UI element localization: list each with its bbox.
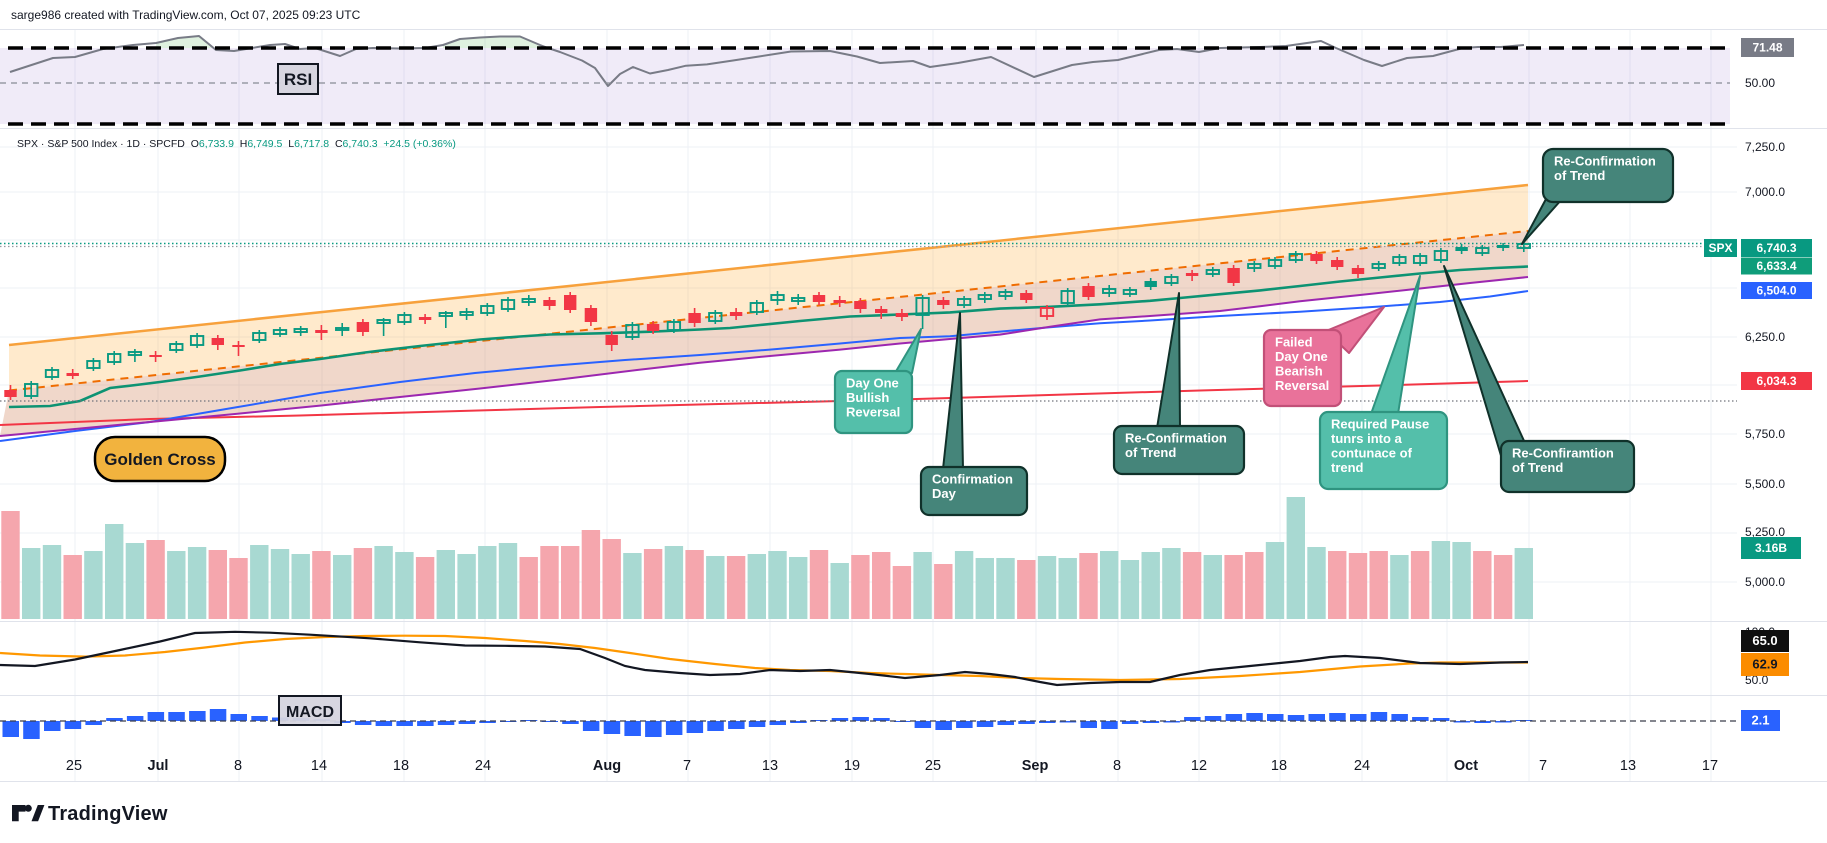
svg-text:sarge986 created with TradingV: sarge986 created with TradingView.com, O… — [11, 8, 361, 22]
svg-text:14: 14 — [311, 758, 327, 774]
svg-text:6,034.3: 6,034.3 — [1756, 374, 1796, 388]
svg-text:18: 18 — [393, 758, 409, 774]
svg-text:Sep: Sep — [1022, 758, 1049, 774]
svg-text:Reversal: Reversal — [846, 405, 900, 420]
svg-text:Required Pause: Required Pause — [1331, 417, 1429, 432]
svg-text:contunace of: contunace of — [1331, 446, 1413, 461]
svg-text:6,250.0: 6,250.0 — [1745, 330, 1785, 344]
svg-text:MACD: MACD — [286, 704, 334, 721]
svg-text:24: 24 — [475, 758, 491, 774]
svg-text:Failed: Failed — [1275, 335, 1313, 350]
svg-text:Jul: Jul — [148, 758, 169, 774]
svg-text:trend: trend — [1331, 460, 1364, 475]
svg-text:Re-Confiramtion: Re-Confiramtion — [1512, 446, 1614, 461]
svg-text:2.1: 2.1 — [1751, 713, 1769, 728]
svg-text:Confirmation: Confirmation — [932, 472, 1013, 487]
svg-text:19: 19 — [844, 758, 860, 774]
svg-text:65.0: 65.0 — [1752, 633, 1777, 648]
svg-text:of Trend: of Trend — [1125, 445, 1176, 460]
svg-text:of Trend: of Trend — [1512, 460, 1563, 475]
svg-text:Day One: Day One — [1275, 349, 1328, 364]
svg-text:7,250.0: 7,250.0 — [1745, 140, 1785, 154]
svg-text:Reversal: Reversal — [1275, 378, 1329, 393]
svg-text:SPX: SPX — [1708, 241, 1732, 255]
svg-text:24: 24 — [1354, 758, 1370, 774]
svg-text:62.9: 62.9 — [1752, 657, 1777, 672]
svg-text:7,000.0: 7,000.0 — [1745, 185, 1785, 199]
svg-text:5,000.0: 5,000.0 — [1745, 575, 1785, 589]
svg-text:13: 13 — [1620, 758, 1636, 774]
svg-text:12: 12 — [1191, 758, 1207, 774]
svg-text:Aug: Aug — [593, 758, 621, 774]
svg-text:25: 25 — [66, 758, 82, 774]
svg-text:5,250.0: 5,250.0 — [1745, 525, 1785, 539]
svg-text:8: 8 — [234, 758, 242, 774]
svg-text:6,740.3: 6,740.3 — [1756, 241, 1796, 255]
svg-text:5,750.0: 5,750.0 — [1745, 427, 1785, 441]
svg-text:6,633.4: 6,633.4 — [1756, 259, 1796, 273]
svg-text:Re-Confirmation: Re-Confirmation — [1125, 431, 1227, 446]
svg-text:Day One: Day One — [846, 376, 899, 391]
svg-text:RSI: RSI — [284, 70, 312, 89]
svg-text:13: 13 — [762, 758, 778, 774]
svg-text:50.00: 50.00 — [1745, 76, 1775, 90]
svg-text:Oct: Oct — [1454, 758, 1478, 774]
svg-text:Day: Day — [932, 486, 957, 501]
svg-text:Re-Confirmation: Re-Confirmation — [1554, 154, 1656, 169]
svg-text:of Trend: of Trend — [1554, 168, 1605, 183]
svg-text:18: 18 — [1271, 758, 1287, 774]
svg-text:17: 17 — [1702, 758, 1718, 774]
svg-text:TradingView: TradingView — [48, 803, 168, 825]
svg-text:71.48: 71.48 — [1752, 41, 1782, 55]
svg-text:7: 7 — [683, 758, 691, 774]
svg-text:Bullish: Bullish — [846, 390, 889, 405]
svg-text:SPX · S&P 500 Index · 1D · SPC: SPX · S&P 500 Index · 1D · SPCFD O6,733.… — [17, 138, 456, 150]
svg-text:3.16B: 3.16B — [1755, 541, 1787, 555]
svg-text:50.0: 50.0 — [1745, 673, 1769, 687]
svg-text:6,504.0: 6,504.0 — [1756, 284, 1796, 298]
svg-text:Golden Cross: Golden Cross — [104, 450, 215, 469]
svg-text:tunrs into a: tunrs into a — [1331, 431, 1403, 446]
svg-text:Bearish: Bearish — [1275, 364, 1323, 379]
svg-text:25: 25 — [925, 758, 941, 774]
svg-text:8: 8 — [1113, 758, 1121, 774]
svg-text:7: 7 — [1539, 758, 1547, 774]
svg-text:5,500.0: 5,500.0 — [1745, 477, 1785, 491]
